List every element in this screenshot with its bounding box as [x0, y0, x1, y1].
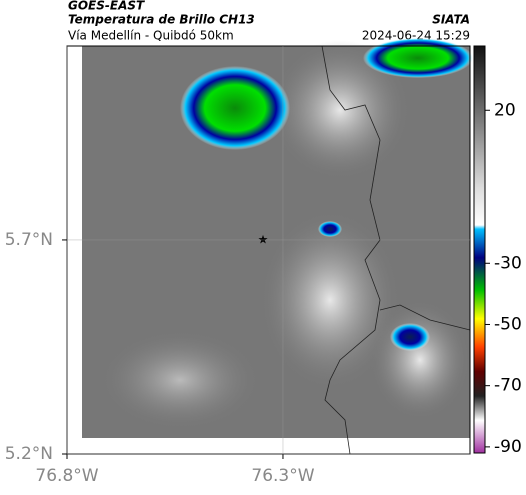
product: Temperatura de Brillo CH13 — [68, 13, 255, 27]
axes: 76.8°W 76.3°W 5.2°N 5.7°N 20 -30 -50 -70 -90 — [5, 46, 522, 486]
colorbar — [473, 45, 486, 454]
x-tick-label: 76.3°W — [251, 466, 314, 486]
colorbar-tick-label: -30 — [494, 253, 522, 273]
colorbar-tick-label: -90 — [494, 437, 522, 457]
svg-text:★: ★ — [258, 233, 269, 247]
y-tick-label: 5.2°N — [5, 444, 53, 464]
agency: SIATA — [432, 13, 470, 27]
satellite-image: ★ — [82, 38, 473, 455]
colorbar-tick-label: -70 — [494, 376, 522, 396]
x-tick-label: 76.8°W — [35, 466, 98, 486]
y-tick-label: 5.7°N — [5, 230, 53, 250]
timestamp: 2024-06-24 15:29 — [362, 29, 470, 43]
colorbar-tick-label: -50 — [494, 314, 522, 334]
source: GOES-EAST — [68, 0, 145, 13]
colorbar-tick-label: 20 — [494, 100, 516, 120]
route: Vía Medellín - Quibdó 50km — [68, 29, 234, 43]
